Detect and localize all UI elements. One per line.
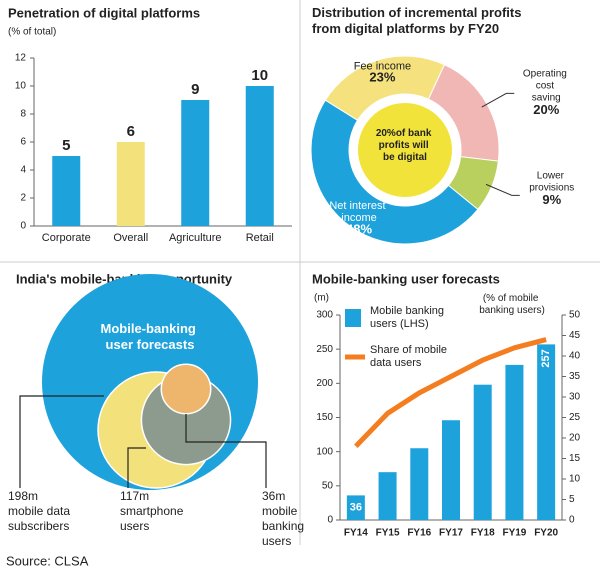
bubble [160, 363, 212, 415]
bubble-value: 117m [120, 489, 149, 503]
y2-tick-label: 30 [569, 392, 581, 403]
slice-label: Net interest income [329, 200, 388, 224]
y-tick-label: 4 [20, 165, 26, 176]
bar [505, 364, 524, 520]
chart-title: Penetration of digital platforms [8, 5, 200, 20]
connector [185, 414, 267, 488]
slice-label: Operating cost saving [523, 68, 570, 103]
x-tick-label: Agriculture [169, 232, 222, 244]
y2-tick-label: 40 [569, 351, 581, 362]
slice-label: Fee income [354, 60, 411, 72]
x-tick-label: FY17 [439, 528, 463, 539]
y2-tick-label: 0 [569, 515, 575, 526]
data-label: 10 [251, 67, 268, 84]
y2-tick-label: 20 [569, 433, 581, 444]
y-tick-label: 12 [15, 53, 27, 64]
bubble-label: mobile data subscribers [8, 504, 73, 533]
x-tick-label: Retail [246, 232, 274, 244]
leader-line [485, 183, 520, 196]
x-tick-label: FY20 [534, 528, 558, 539]
data-label: 9 [191, 81, 199, 98]
x-tick-label: FY18 [471, 528, 495, 539]
chart-title: Mobile-banking user forecasts [312, 271, 500, 286]
y-tick-label: 8 [20, 109, 26, 120]
slice-value: 23% [369, 70, 395, 85]
y-axis-label: (m) [314, 293, 329, 304]
y2-tick-label: 5 [569, 494, 575, 505]
bar [473, 384, 492, 520]
y2-tick-label: 50 [569, 310, 581, 321]
x-tick-label: Overall [113, 232, 148, 244]
x-tick-label: FY15 [376, 528, 400, 539]
y-tick-label: 10 [15, 81, 27, 92]
x-tick-label: FY16 [407, 528, 431, 539]
slice-value: 20% [533, 102, 559, 117]
y-tick-label: 200 [316, 378, 333, 389]
bubble-value: 198m [8, 489, 38, 503]
x-tick-label: Corporate [42, 232, 91, 244]
leader-line [481, 92, 515, 108]
y2-tick-label: 15 [569, 453, 581, 464]
donut-center [358, 103, 452, 197]
legend-label: Mobile banking users (LHS) [370, 305, 447, 330]
annotation: Mobile-banking user forecasts [101, 321, 200, 352]
slice-value: 9% [542, 192, 561, 207]
y2-tick-label: 10 [569, 474, 581, 485]
y-tick-label: 150 [316, 412, 333, 423]
y-tick-label: 0 [327, 515, 333, 526]
y-tick-label: 100 [316, 446, 333, 457]
data-label: 36 [350, 502, 362, 514]
y-tick-label: 300 [316, 310, 333, 321]
y2-axis-label: (% of mobile banking users) [479, 293, 545, 316]
data-label: 6 [127, 123, 135, 140]
x-tick-label: FY14 [344, 528, 368, 539]
data-label: 257 [540, 349, 552, 367]
slice-label: Lower provisions [529, 170, 574, 193]
bar [537, 344, 556, 520]
bar [410, 448, 429, 520]
y-tick-label: 6 [20, 137, 26, 148]
center-label: 20%of bank profits will be digital [376, 128, 434, 163]
legend-label: Share of mobile data users [370, 344, 450, 369]
bar [52, 156, 81, 226]
y-tick-label: 50 [322, 480, 334, 491]
donut-slice [310, 99, 479, 245]
bubble-value: 36m [262, 489, 285, 503]
line [354, 337, 547, 448]
y-tick-label: 250 [316, 344, 333, 355]
legend-swatch [345, 309, 361, 327]
y2-tick-label: 25 [569, 412, 581, 423]
source: Source: CLSA [6, 553, 89, 568]
bar [116, 142, 145, 226]
bar [181, 100, 210, 226]
y-tick-label: 0 [20, 221, 26, 232]
bar [346, 495, 365, 520]
y-tick-label: 2 [20, 193, 26, 204]
chart-subtitle: (% of total) [8, 27, 56, 38]
x-tick-label: FY19 [502, 528, 526, 539]
connector [127, 447, 146, 488]
bubble-label: mobile banking users [262, 504, 307, 548]
y2-tick-label: 35 [569, 371, 581, 382]
connector [19, 395, 104, 488]
bubble-label: smartphone users [120, 504, 187, 533]
slice-value: 48% [346, 222, 372, 237]
bar [245, 86, 274, 226]
data-label: 5 [62, 137, 70, 154]
bar [378, 472, 397, 520]
bar [442, 420, 460, 520]
y2-tick-label: 45 [569, 330, 581, 341]
chart-title: Distribution of incremental profits from… [312, 5, 525, 36]
